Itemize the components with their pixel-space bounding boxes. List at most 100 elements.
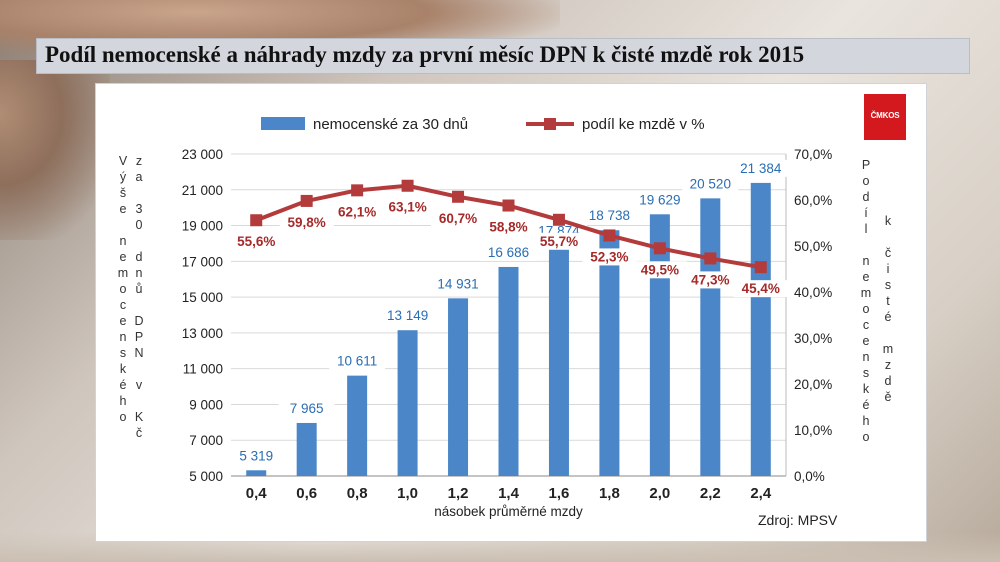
line-value-label: 47,3% [691, 272, 729, 287]
bar-value-label: 16 686 [488, 245, 529, 260]
left-tick-label: 17 000 [182, 254, 223, 269]
chart-svg: 5 000 7 000 9 000 11 000 13 000 15 000 17 000 1… [182, 116, 833, 519]
right-tick-label: 70,0% [794, 147, 832, 162]
bar [246, 470, 267, 476]
x-tick-label: 1,2 [448, 485, 469, 502]
line-value-label: 58,8% [489, 220, 527, 235]
line-value-label: 45,4% [742, 281, 780, 296]
line-value-label: 63,1% [388, 200, 426, 215]
left-axis-title-col2: za 30 dnů DPN v Kč [132, 154, 146, 442]
left-axis-title-col1: Výše nemocenského [116, 154, 130, 426]
x-tick-label: 0,6 [296, 485, 317, 502]
bar-value-label: 13 149 [387, 308, 428, 323]
x-tick-label: 1,6 [549, 485, 570, 502]
bar-label-bg [228, 447, 285, 465]
bar-value-label: 19 629 [639, 192, 680, 207]
line-marker [603, 229, 616, 242]
bar [448, 298, 469, 476]
line-marker [653, 242, 666, 255]
bar [599, 230, 620, 476]
bar [649, 214, 670, 476]
line-label-bg [531, 232, 586, 250]
line-value-label: 52,3% [590, 249, 628, 264]
left-tick-label: 21 000 [182, 183, 223, 198]
line-label-bg [330, 203, 385, 221]
bar-label-bg [430, 275, 487, 293]
line-value-label: 62,1% [338, 204, 376, 219]
bar [498, 266, 519, 476]
cmkos-logo: ČMKOS [864, 94, 906, 140]
bar-label-bg [581, 207, 638, 225]
x-tick-label: 1,8 [599, 485, 620, 502]
bar-value-label: 20 520 [690, 176, 731, 191]
x-tick-label: 2,4 [750, 485, 772, 502]
right-tick-label: 50,0% [794, 239, 832, 254]
left-tick-label: 5 000 [189, 469, 223, 484]
line-label-bg [481, 218, 536, 236]
bar-label-bg [278, 399, 335, 417]
line-value-label: 49,5% [641, 262, 679, 277]
x-tick-label: 2,0 [649, 485, 670, 502]
x-tick-label: 1,4 [498, 485, 520, 502]
bar-value-label: 14 931 [437, 276, 478, 291]
line-marker [502, 199, 515, 212]
line-marker [552, 213, 565, 226]
logo-text: ČMKOS [870, 111, 900, 120]
legend-line-marker [544, 118, 556, 130]
bar [700, 198, 721, 476]
left-tick-label: 23 000 [182, 147, 223, 162]
x-tick-label: 2,2 [700, 485, 721, 502]
left-tick-label: 7 000 [189, 433, 223, 448]
right-axis-title-col1: Podíl nemocenského [859, 158, 873, 446]
bar-value-label: 10 611 [337, 354, 377, 369]
background-hand-left [0, 60, 110, 240]
line-marker [250, 214, 263, 227]
chart-panel: 5 000 7 000 9 000 11 000 13 000 15 000 17 000 1… [95, 83, 927, 542]
bar-label-bg [682, 175, 739, 193]
legend-bar-swatch [261, 117, 305, 130]
bar [750, 182, 771, 476]
bar-value-label: 21 384 [740, 161, 782, 176]
right-tick-label: 40,0% [794, 285, 832, 300]
left-tick-label: 19 000 [182, 219, 223, 234]
line-value-label: 55,7% [540, 234, 578, 249]
line-label-bg [632, 261, 687, 279]
line-label-bg [380, 198, 435, 216]
bar-value-label: 18 738 [589, 208, 630, 223]
bar-value-label: 7 965 [290, 401, 324, 416]
x-tick-label: 0,4 [246, 485, 268, 502]
line-label-bg [733, 280, 788, 298]
bar-label-bg [480, 243, 537, 261]
line-marker [704, 252, 717, 265]
bar-label-bg [732, 159, 789, 177]
line-marker [351, 184, 364, 197]
page-title: Podíl nemocenské a náhrady mzdy za první… [45, 42, 805, 67]
line-label-bg [229, 233, 284, 251]
bar [347, 375, 368, 476]
line-marker [452, 190, 465, 203]
line-marker [754, 261, 767, 274]
bar-value-label: 5 319 [239, 448, 273, 463]
bar [296, 422, 317, 476]
bar-label-bg [631, 191, 688, 209]
right-tick-label: 60,0% [794, 193, 832, 208]
left-tick-label: 13 000 [182, 326, 223, 341]
x-tick-label: 0,8 [347, 485, 368, 502]
line-marker [300, 194, 313, 207]
line-label-bg [582, 248, 637, 266]
right-tick-label: 0,0% [794, 469, 825, 484]
bar [548, 245, 569, 476]
x-axis-title: násobek průměrné mzdy [434, 504, 583, 519]
bar-label-bg [379, 307, 436, 325]
legend-line-label: podíl ke mzdě v % [582, 116, 705, 133]
left-tick-label: 9 000 [189, 397, 223, 412]
line-marker [401, 179, 414, 192]
line-label-bg [683, 271, 738, 289]
x-tick-label: 1,0 [397, 485, 418, 502]
right-tick-label: 20,0% [794, 377, 832, 392]
source-note: Zdroj: MPSV [758, 512, 838, 528]
line-value-label: 59,8% [288, 215, 326, 230]
legend-bar-label: nemocenské za 30 dnů [313, 116, 468, 133]
left-tick-label: 11 000 [183, 362, 223, 377]
right-axis-title-col2: k čisté mzdě [881, 214, 895, 406]
